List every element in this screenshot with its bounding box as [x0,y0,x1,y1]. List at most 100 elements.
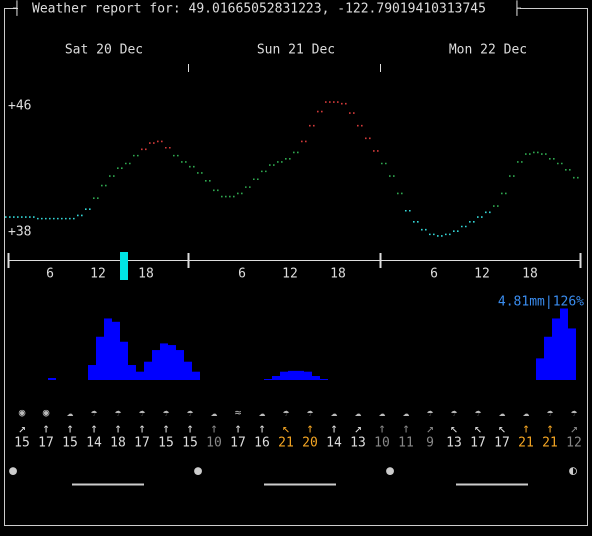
wind-direction: ↗ [354,422,362,437]
weather-icon: ☂ [283,406,290,419]
precip-bar [96,336,104,380]
wind-direction: ↑ [186,422,194,437]
temp-dot [573,176,579,179]
wind-direction: ↑ [234,422,242,437]
precip-bar [168,345,176,380]
precip-bar [176,350,184,380]
wind-direction: ↗ [570,422,578,437]
title: Weather report for: 49.01665052831223, -… [32,2,486,17]
wind-speed: 15 [158,436,174,451]
wind-direction: ↑ [306,422,314,437]
temp-dot [445,233,451,236]
wind-direction: ↑ [330,422,338,437]
wind-speed: 12 [566,436,582,451]
wind-speed: 17 [230,436,246,451]
weather-icon: ☁ [259,406,266,419]
precip-max: 4.81mm|126% [498,295,584,310]
weather-icon: ☂ [139,406,146,419]
weather-icon: ☂ [163,406,170,419]
precip-bar [152,350,160,380]
precip-bar [264,379,272,380]
temp-dot [165,146,171,149]
precip-bar [112,321,120,380]
temp-dot [485,211,491,214]
wind-direction: ↑ [258,422,266,437]
precip-bar [192,371,200,380]
weather-icon: ☂ [475,406,482,419]
wind-direction: ↑ [546,422,554,437]
hour-label: 18 [522,267,538,282]
temp-dot [285,157,291,160]
wind-direction: ↑ [162,422,170,437]
weather-icon: ◉ [43,406,50,419]
temp-dot [141,148,147,151]
hour-label: 18 [138,267,154,282]
temp-dot [421,228,427,231]
temp-dot [149,142,155,144]
wind-speed: 14 [326,436,342,451]
wind-direction: ↑ [522,422,530,437]
temp-dot [117,167,123,170]
wind-direction: ↑ [402,422,410,437]
temp-dot [269,164,275,166]
temp-dot [517,161,523,163]
precip-bar [296,370,304,380]
precip-bar [128,365,136,380]
wind-speed: 13 [446,436,462,451]
weather-icon: ☂ [427,406,434,419]
precip-bar [320,379,328,380]
precip-bar [312,376,320,380]
wind-speed: 15 [62,436,78,451]
precip-bar [544,336,552,380]
precip-bar [272,376,280,380]
precip-bar [88,365,96,380]
weather-icon: ☁ [211,406,218,419]
precip-bar [304,371,312,380]
temp-dot [413,220,419,223]
temp-dot [173,154,179,157]
temp-dot [373,150,379,152]
wind-speed: 17 [38,436,54,451]
hour-label: 12 [282,267,298,282]
moon-phase: ● [386,464,394,479]
temp-dot [437,235,443,237]
temp-dot [293,151,299,154]
temp-dot [45,217,51,220]
temp-dot [317,110,323,113]
temp-dot [197,172,203,174]
temp-dot [389,175,395,177]
temp-dot [341,102,347,105]
wind-direction: ↗ [18,422,26,437]
wind-direction: ↑ [378,422,386,437]
temp-dot [365,137,371,140]
weather-icon: ☁ [499,406,506,419]
temp-dot [453,230,459,233]
temp-dot [541,153,547,155]
temp-dot [357,124,363,127]
temp-dot [109,175,115,177]
wind-speed: 9 [426,436,434,451]
title-bracket: ┤ [12,0,21,17]
precip-bar [136,371,144,380]
wind-speed: 21 [542,436,558,451]
day-label: Mon 22 Dec [449,43,527,58]
temp-dot [381,162,387,165]
temp-dot [237,192,243,195]
temp-dot [477,216,483,218]
temp-dot [469,220,475,223]
precip-bar [568,328,576,380]
temp-dot [189,165,195,168]
wind-direction: ↑ [66,422,74,437]
precip-bar [280,371,288,380]
weather-icon: ☂ [91,406,98,419]
wind-speed: 11 [398,436,414,451]
precip-bar [560,308,568,380]
wind-speed: 18 [110,436,126,451]
hour-label: 12 [90,267,106,282]
wind-direction: ↑ [210,422,218,437]
weather-icon: ☂ [571,406,578,419]
wind-speed: 17 [494,436,510,451]
temp-dot [53,217,59,220]
wind-speed: 15 [14,436,30,451]
wind-speed: 20 [302,436,318,451]
